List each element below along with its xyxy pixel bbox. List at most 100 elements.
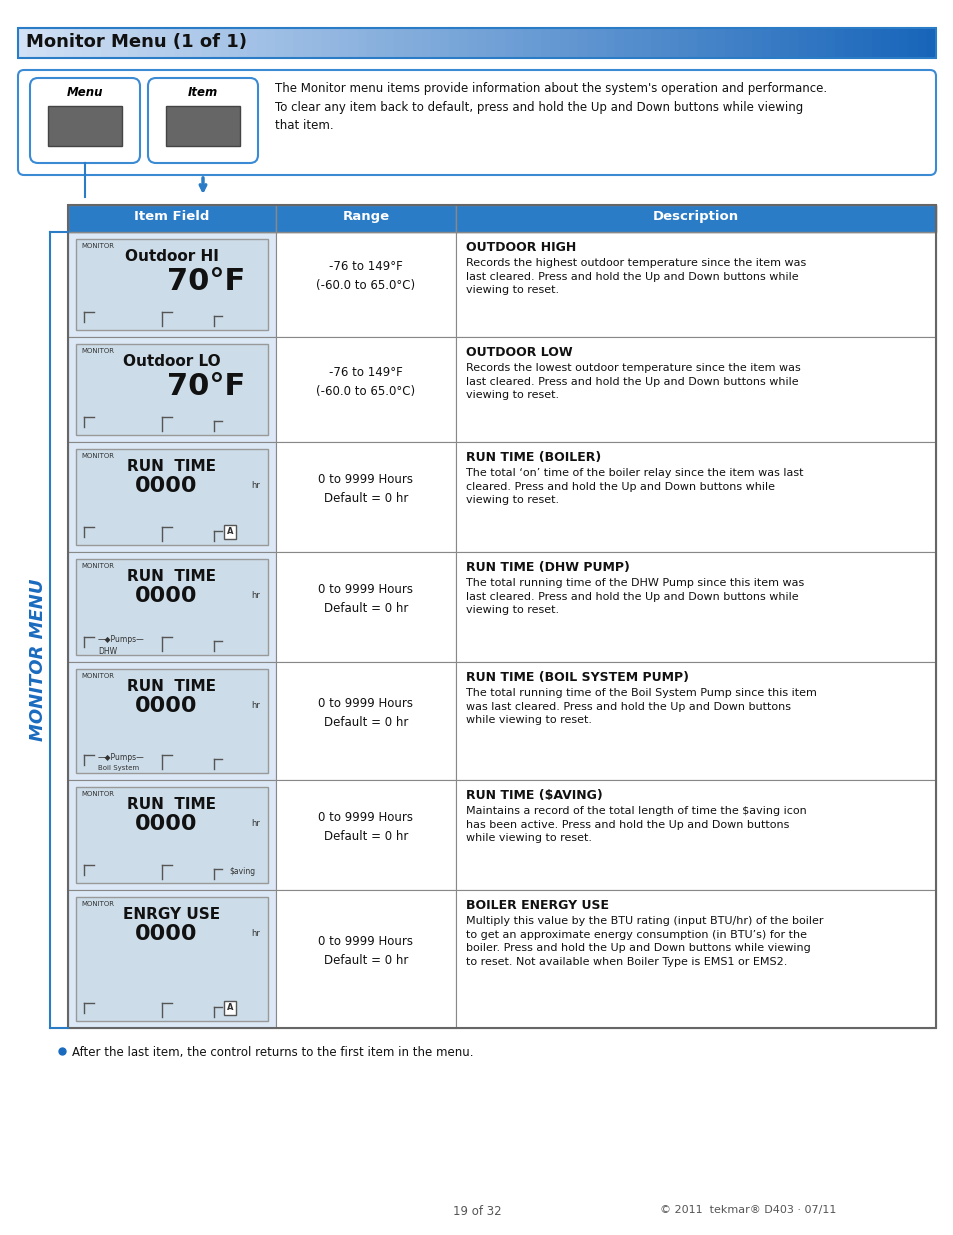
Bar	[137, 28, 147, 58]
Text: $aving: $aving	[230, 867, 255, 876]
Text: OUTDOOR LOW: OUTDOOR LOW	[465, 346, 572, 359]
Text: hr: hr	[251, 929, 260, 939]
Bar	[256, 28, 266, 58]
Bar	[18, 28, 935, 58]
Bar	[173, 28, 183, 58]
Bar	[193, 28, 201, 58]
Text: MONITOR: MONITOR	[81, 790, 113, 797]
FancyBboxPatch shape	[30, 78, 140, 163]
Text: Menu: Menu	[67, 86, 103, 99]
Bar	[68, 205, 275, 232]
Bar	[165, 28, 173, 58]
Bar	[413, 28, 421, 58]
Bar	[495, 28, 504, 58]
Text: OUTDOOR HIGH: OUTDOOR HIGH	[465, 241, 576, 254]
Bar	[275, 552, 456, 662]
Bar	[367, 28, 375, 58]
Bar	[476, 28, 486, 58]
Bar	[456, 662, 935, 781]
Text: A: A	[227, 1003, 233, 1011]
Text: 0000: 0000	[134, 585, 197, 606]
Text: ENRGY USE: ENRGY USE	[123, 906, 220, 923]
Bar	[348, 28, 357, 58]
Bar	[36, 28, 46, 58]
Bar	[550, 28, 559, 58]
Bar	[816, 28, 825, 58]
Text: Outdoor HI: Outdoor HI	[125, 249, 218, 264]
Bar	[578, 28, 586, 58]
Text: RUN  TIME: RUN TIME	[128, 797, 216, 811]
Bar	[752, 28, 760, 58]
Text: 0000: 0000	[134, 697, 197, 716]
Bar	[275, 232, 456, 337]
Text: RUN TIME ($AVING): RUN TIME ($AVING)	[465, 789, 602, 802]
Bar	[431, 28, 440, 58]
Text: Range: Range	[342, 210, 389, 224]
Text: 0 to 9999 Hours
Default = 0 hr: 0 to 9999 Hours Default = 0 hr	[318, 811, 413, 844]
Bar	[68, 890, 275, 1028]
Text: RUN TIME (DHW PUMP): RUN TIME (DHW PUMP)	[465, 561, 629, 574]
Bar	[456, 781, 935, 890]
Bar	[440, 28, 449, 58]
Bar	[456, 232, 935, 337]
Text: MONITOR MENU: MONITOR MENU	[29, 579, 47, 741]
Text: MONITOR: MONITOR	[81, 673, 113, 679]
Bar	[522, 28, 532, 58]
Bar	[871, 28, 880, 58]
Bar	[724, 28, 733, 58]
Bar	[421, 28, 431, 58]
Bar	[633, 28, 641, 58]
Bar	[742, 28, 752, 58]
Bar	[780, 28, 788, 58]
Text: The Monitor menu items provide information about the system's operation and perf: The Monitor menu items provide informati…	[274, 82, 826, 132]
Bar	[275, 662, 456, 781]
Bar	[456, 337, 935, 442]
Text: A: A	[227, 527, 233, 536]
Bar	[76, 240, 268, 330]
Bar	[48, 106, 122, 146]
Bar	[889, 28, 899, 58]
Text: Item Field: Item Field	[134, 210, 210, 224]
Text: MONITOR: MONITOR	[81, 902, 113, 906]
Bar	[504, 28, 513, 58]
Bar	[68, 232, 275, 337]
Bar	[147, 28, 155, 58]
Text: 0 to 9999 Hours
Default = 0 hr: 0 to 9999 Hours Default = 0 hr	[318, 697, 413, 729]
Text: hr: hr	[251, 480, 260, 490]
Text: RUN TIME (BOIL SYSTEM PUMP): RUN TIME (BOIL SYSTEM PUMP)	[465, 671, 688, 684]
Bar	[312, 28, 320, 58]
Bar	[760, 28, 770, 58]
Bar	[68, 662, 275, 781]
FancyBboxPatch shape	[148, 78, 257, 163]
Bar	[229, 28, 238, 58]
Bar	[68, 442, 275, 552]
Bar	[394, 28, 403, 58]
Bar	[76, 897, 268, 1021]
Bar	[27, 28, 36, 58]
Bar	[586, 28, 596, 58]
Bar	[679, 28, 687, 58]
Bar	[119, 28, 128, 58]
Bar	[659, 28, 669, 58]
Bar	[54, 28, 64, 58]
Bar	[339, 28, 348, 58]
Bar	[76, 345, 268, 435]
Bar	[155, 28, 165, 58]
Bar	[825, 28, 834, 58]
Text: 0000: 0000	[134, 814, 197, 834]
Bar	[302, 28, 312, 58]
Text: 0 to 9999 Hours
Default = 0 hr: 0 to 9999 Hours Default = 0 hr	[318, 935, 413, 967]
Text: The total running time of the DHW Pump since this item was
last cleared. Press a: The total running time of the DHW Pump s…	[465, 578, 803, 615]
Bar	[486, 28, 495, 58]
Bar	[907, 28, 917, 58]
Bar	[76, 450, 268, 545]
Text: 19 of 32: 19 of 32	[453, 1205, 500, 1218]
Bar	[266, 28, 274, 58]
Bar	[467, 28, 476, 58]
Bar	[917, 28, 926, 58]
Bar	[843, 28, 853, 58]
Bar	[224, 525, 236, 538]
Bar	[128, 28, 137, 58]
Text: MONITOR: MONITOR	[81, 243, 113, 249]
Bar	[68, 552, 275, 662]
